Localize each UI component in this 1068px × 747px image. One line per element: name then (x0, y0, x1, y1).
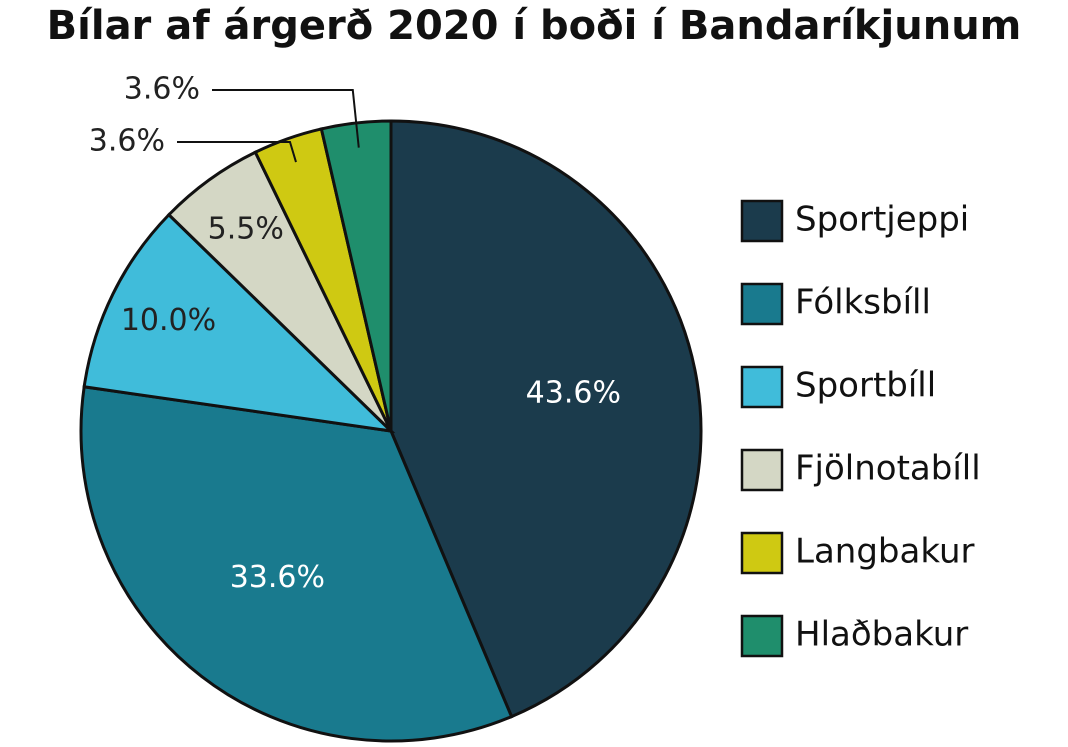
legend-label: Sportbíll (795, 366, 936, 406)
chart-title: Bílar af árgerð 2020 í boði í Bandaríkju… (47, 3, 1022, 49)
legend-swatch (740, 531, 784, 575)
legend-label: Fólksbíll (795, 283, 931, 323)
leader-line (177, 141, 297, 163)
data-label: 5.5% (208, 211, 284, 246)
pie-slice (79, 385, 514, 743)
pie-slice (82, 212, 396, 434)
legend-label: Langbakur (795, 532, 975, 572)
data-label: 3.6% (124, 72, 200, 107)
legend-label: Hlaðbakur (795, 615, 968, 655)
legend-swatch (740, 282, 784, 326)
pie-slice (389, 119, 703, 719)
data-label: 43.6% (526, 376, 621, 411)
legend-swatch (740, 614, 784, 658)
data-label: 10.0% (121, 303, 216, 338)
legend-swatch (740, 365, 784, 409)
legend-swatch (740, 448, 784, 492)
legend-swatch (740, 199, 784, 243)
legend-label: Fjölnotabíll (795, 449, 981, 489)
leader-line (212, 89, 360, 148)
data-label: 33.6% (230, 560, 325, 595)
legend-label: Sportjeppi (795, 200, 969, 240)
data-label: 3.6% (89, 124, 165, 159)
